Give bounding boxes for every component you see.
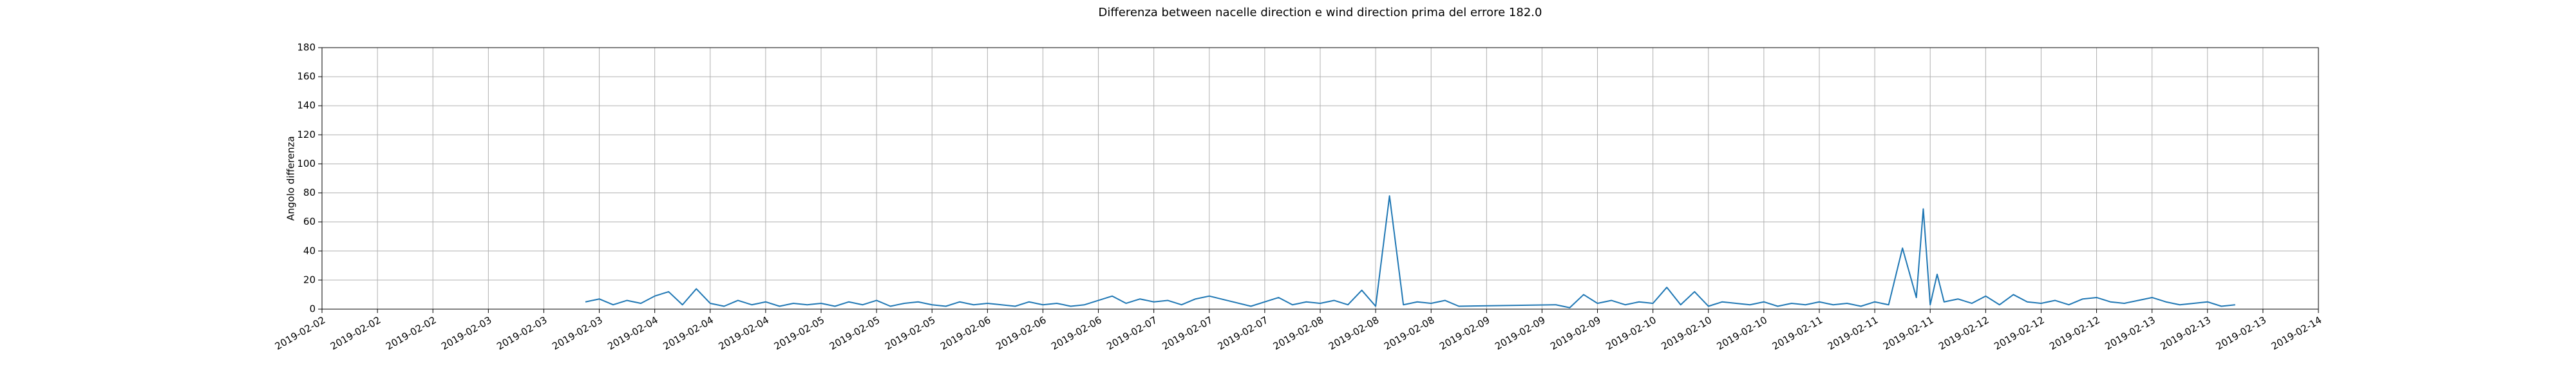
- plot-frame: [321, 47, 2319, 310]
- y-tick-label: 140: [297, 100, 316, 111]
- y-tick-label: 160: [297, 71, 316, 82]
- y-tick-label: 180: [297, 42, 316, 53]
- y-tick-label: 60: [303, 216, 316, 227]
- y-tick-label: 20: [303, 274, 316, 285]
- y-tick-label: 120: [297, 129, 316, 140]
- y-axis-label: Angolo differenza: [285, 136, 297, 220]
- data-line: [585, 195, 2235, 308]
- y-tick-label: 80: [303, 187, 316, 198]
- y-tick-label: 40: [303, 245, 316, 256]
- y-tick-label: 100: [297, 158, 316, 169]
- chart-title: Differenza between nacelle direction e w…: [1099, 6, 1542, 19]
- y-tick-label: 0: [309, 303, 316, 315]
